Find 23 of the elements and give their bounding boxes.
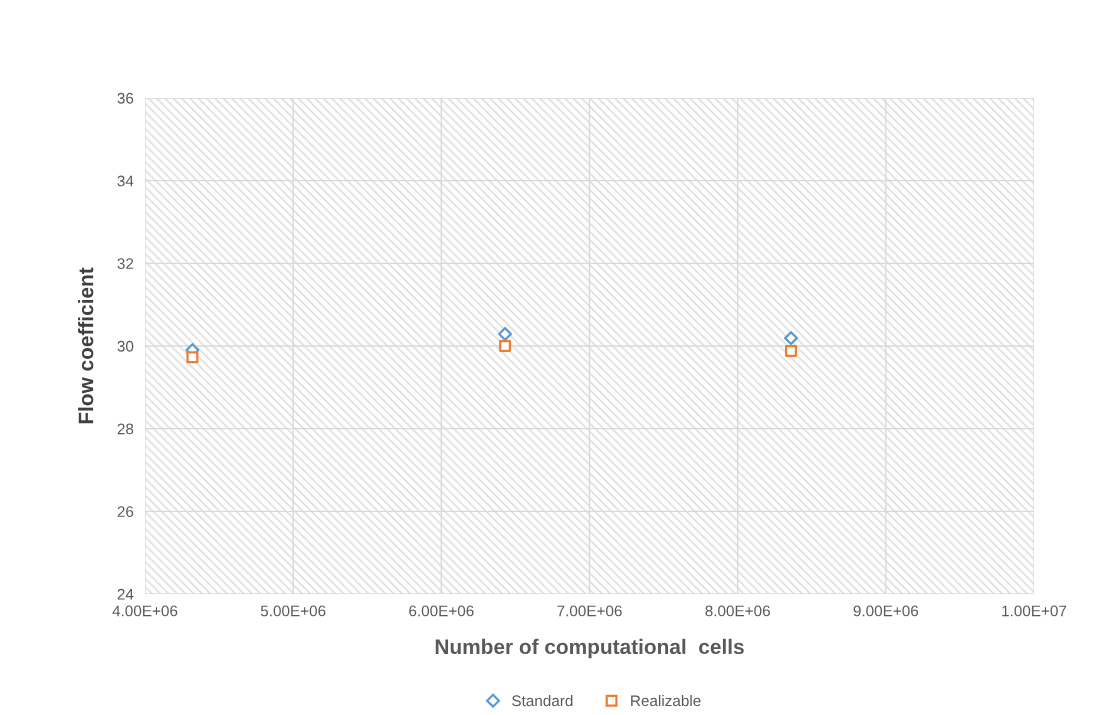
y-tick-label: 30: [117, 340, 134, 352]
y-axis-title: Flow coefficient: [78, 267, 94, 424]
y-tick-label: 28: [117, 423, 134, 435]
legend-label: Standard: [512, 694, 573, 707]
point: [784, 331, 799, 346]
y-tick-label: 24: [117, 588, 134, 600]
x-tick-label: 9.00E+06: [853, 605, 919, 617]
x-tick-label: 5.00E+06: [260, 605, 326, 617]
point: [785, 344, 797, 357]
point: [499, 340, 512, 352]
point: [186, 351, 199, 364]
x-tick-label: 1.00E+07: [1002, 605, 1067, 617]
y-tick-label: 34: [117, 175, 134, 187]
y-tick-label: 26: [117, 506, 134, 518]
x-tick-label: 8.00E+06: [705, 605, 770, 617]
x-axis-title: Number of computational cells: [435, 638, 744, 659]
legend-label: Realizable: [631, 694, 701, 707]
point: [498, 327, 513, 342]
y-tick-label: 32: [117, 258, 134, 270]
x-tick-label: 6.00E+06: [409, 605, 474, 617]
x-tick-label: 7.00E+06: [557, 605, 622, 617]
x-tick-label: 4.00E+06: [112, 605, 178, 617]
y-tick-label: 36: [117, 92, 134, 104]
